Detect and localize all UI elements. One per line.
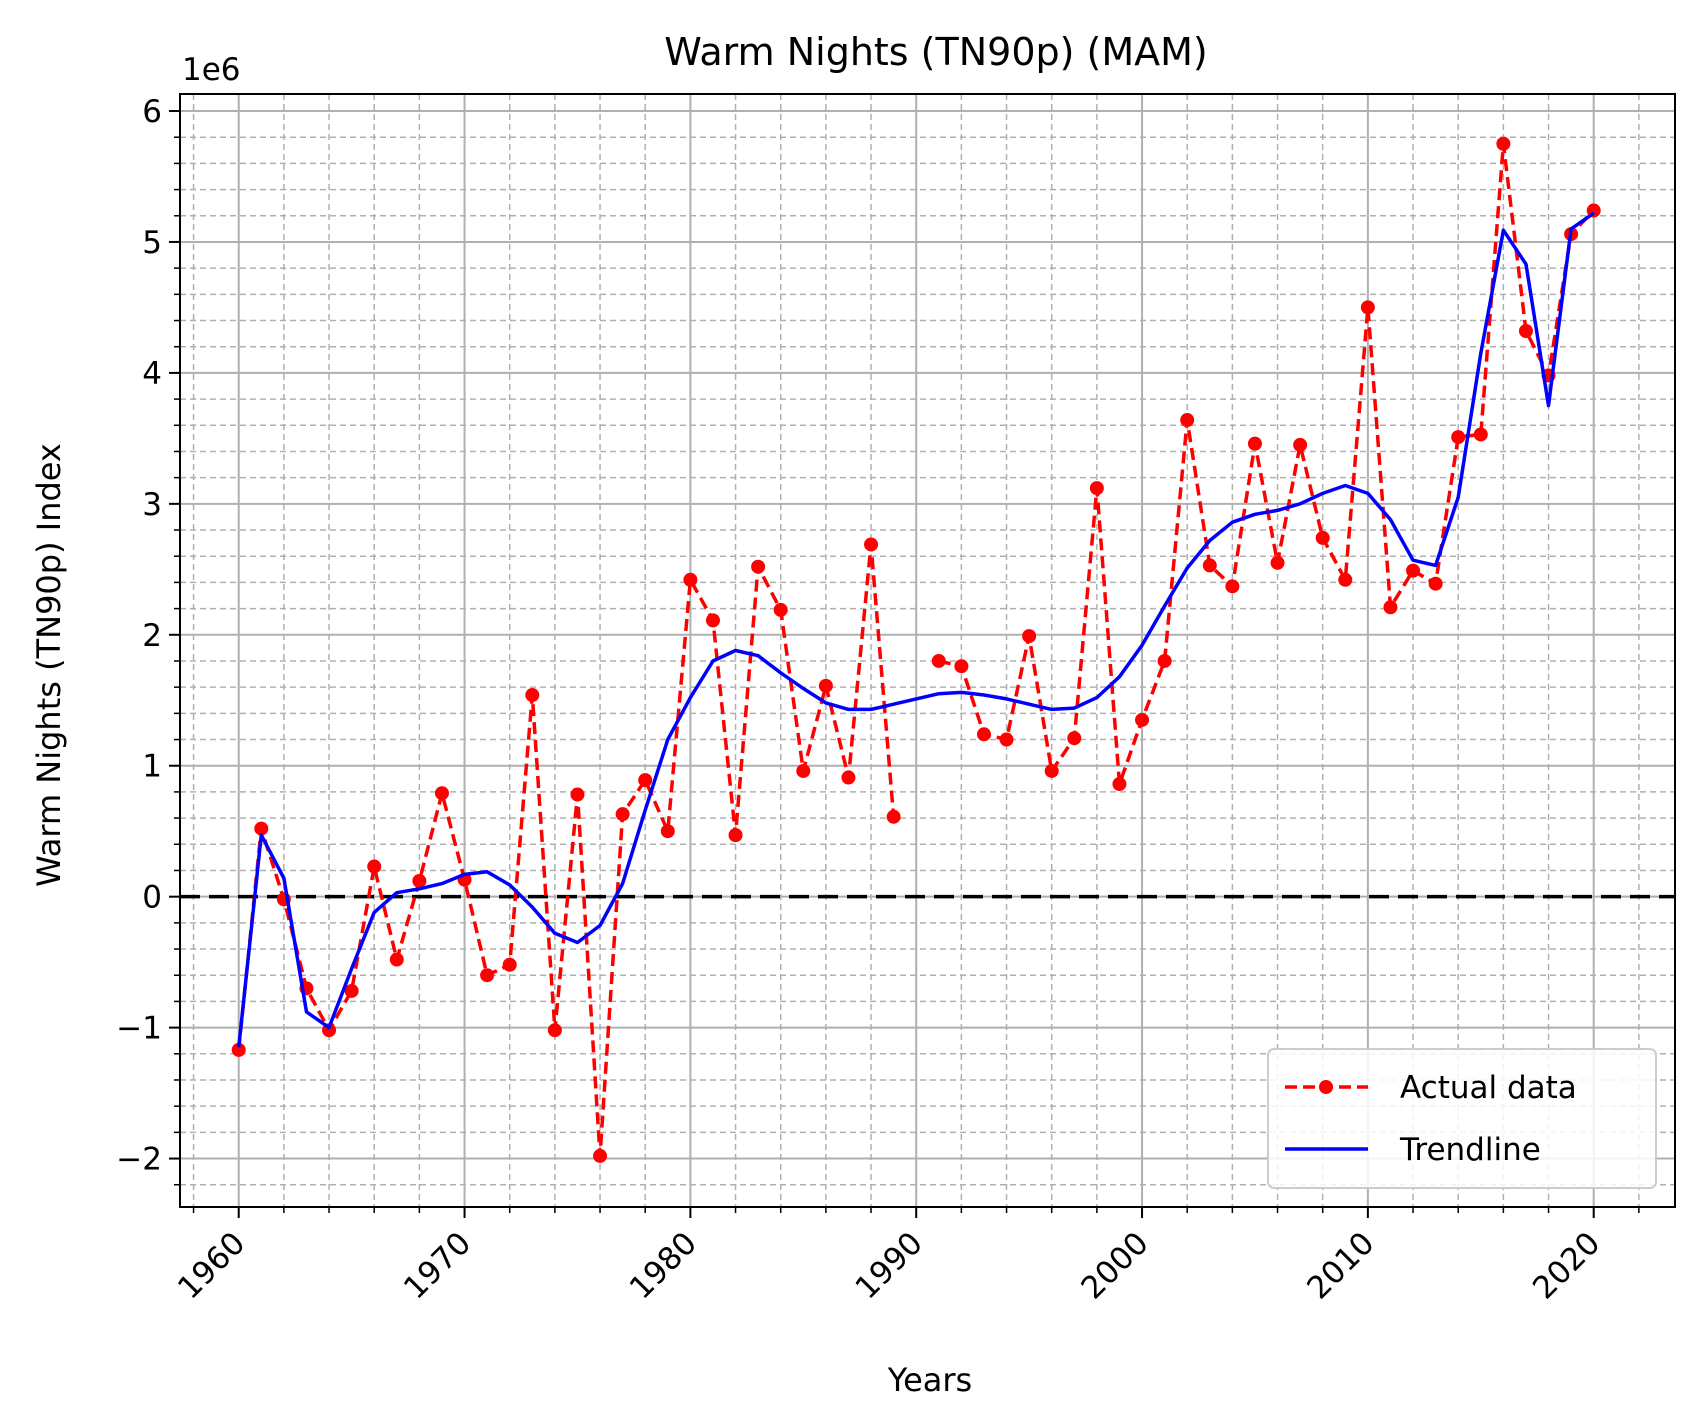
actual-data-point (254, 821, 269, 836)
x-tick-label: 1970 (397, 1225, 478, 1306)
y-tick-label: 0 (142, 880, 162, 916)
actual-data-point (683, 572, 698, 587)
actual-data-point (593, 1148, 608, 1163)
actual-data-point (1360, 300, 1375, 315)
actual-data-point (1022, 629, 1037, 644)
y-tick-label: 4 (142, 356, 162, 392)
actual-data-point (954, 659, 969, 674)
actual-data-point (547, 1023, 562, 1038)
actual-data-point (1473, 427, 1488, 442)
minor-grid (180, 94, 1675, 1207)
x-tick-label: 2000 (1074, 1225, 1155, 1306)
actual-data-point (931, 653, 946, 668)
actual-data-point (796, 763, 811, 778)
actual-data-point (886, 809, 901, 824)
actual-data-point (1406, 563, 1421, 578)
actual-data-point (389, 952, 404, 967)
actual-data-point (751, 559, 766, 574)
actual-data-point (638, 773, 653, 788)
actual-data-point (525, 688, 540, 703)
x-axis-ticks: 1960 1970 1980 1990 2000 2010 2020 (171, 1207, 1640, 1306)
x-tick-label: 2020 (1526, 1225, 1607, 1306)
x-tick-label: 1990 (849, 1225, 930, 1306)
actual-data-point (1225, 579, 1240, 594)
actual-data-point (434, 786, 449, 801)
y-axis-label: Warm Nights (TN90p) Index (30, 443, 68, 887)
actual-data-point (705, 613, 720, 628)
legend-box (1267, 1048, 1657, 1189)
actual-data-point (1383, 600, 1398, 615)
actual-data-point (1067, 731, 1082, 746)
actual-data-point (1247, 436, 1262, 451)
y-tick-label: −2 (116, 1142, 162, 1178)
actual-data-point (1180, 413, 1195, 428)
actual-data-point (231, 1042, 246, 1057)
actual-data-point (1270, 555, 1285, 570)
actual-data-point (1428, 576, 1443, 591)
y-tick-label: −1 (116, 1011, 162, 1047)
actual-data-point (1089, 481, 1104, 496)
x-tick-label: 1960 (171, 1225, 252, 1306)
actual-data-point (660, 824, 675, 839)
actual-data-point (1338, 572, 1353, 587)
y-tick-label: 3 (142, 487, 162, 523)
legend-trend-label: Trendline (1399, 1132, 1541, 1168)
actual-data-point (1315, 530, 1330, 545)
actual-data-point (1496, 136, 1511, 151)
chart-title: Warm Nights (TN90p) (MAM) (664, 30, 1208, 74)
actual-data-point (1518, 324, 1533, 339)
legend-actual-label: Actual data (1400, 1070, 1577, 1106)
actual-data-point (818, 678, 833, 693)
actual-data-point (773, 602, 788, 617)
plot-frame (179, 93, 1676, 1208)
actual-data-point (344, 983, 359, 998)
actual-data-point (570, 787, 585, 802)
y-tick-label: 6 (142, 94, 162, 130)
actual-data-point (1293, 437, 1308, 452)
x-tick-label: 2010 (1300, 1225, 1381, 1306)
actual-data-point (1202, 558, 1217, 573)
actual-data-line (236, 542, 896, 1158)
actual-data-point (841, 770, 856, 785)
series-layer (231, 136, 1601, 1163)
actual-data-point (1112, 777, 1127, 792)
y-tick-label: 2 (142, 618, 162, 654)
actual-data-point (480, 968, 495, 983)
trendline-line (236, 211, 1595, 1048)
actual-data-point (502, 957, 517, 972)
actual-data-point (999, 732, 1014, 747)
actual-data-point (864, 537, 879, 552)
y-offset-label: 1e6 (182, 52, 241, 88)
actual-data-point (1157, 653, 1172, 668)
legend-actual-marker (1319, 1080, 1333, 1094)
actual-data-point (615, 807, 630, 822)
y-axis-ticks: −2 −1 0 1 2 3 4 5 6 (116, 94, 180, 1186)
y-tick-label: 1 (142, 749, 162, 785)
x-axis-label: Years (887, 1361, 972, 1399)
major-grid (180, 94, 1675, 1207)
actual-data-point (728, 828, 743, 843)
legend: Actual data Trendline (1267, 1048, 1657, 1189)
x-tick-label: 1980 (623, 1225, 704, 1306)
actual-data-point (976, 727, 991, 742)
actual-data-point (1451, 430, 1466, 445)
actual-data-point (412, 873, 427, 888)
actual-data-line (938, 142, 1595, 786)
actual-data-point (1135, 712, 1150, 727)
actual-data-point (1044, 763, 1059, 778)
actual-data-point (367, 859, 382, 874)
y-tick-label: 5 (142, 225, 162, 261)
